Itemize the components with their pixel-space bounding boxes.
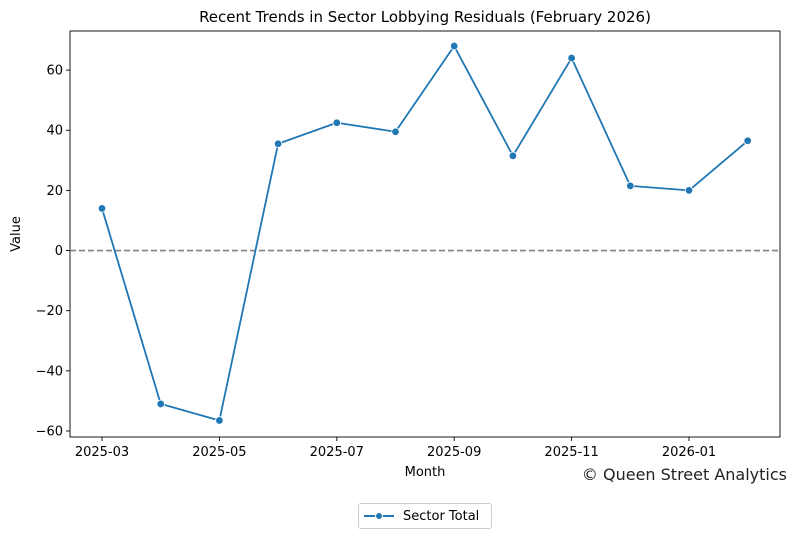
legend-marker (364, 510, 394, 522)
x-tick-label: 2025-05 (192, 445, 246, 460)
data-point (684, 186, 694, 195)
x-tick-label: 2025-09 (427, 445, 481, 460)
y-axis-label: Value (9, 216, 24, 252)
y-tick-label: −60 (36, 424, 63, 439)
credit-watermark: © Queen Street Analytics (581, 465, 787, 484)
data-point (567, 53, 576, 63)
legend: Sector Total (358, 503, 492, 529)
y-tick-label: 60 (46, 64, 63, 79)
x-axis-label: Month (405, 465, 446, 480)
data-point (273, 139, 283, 148)
x-tick-label: 2026-01 (662, 445, 716, 460)
data-point (508, 151, 518, 161)
data-point (626, 181, 635, 191)
series-line (101, 45, 749, 422)
x-tick-label: 2025-03 (75, 445, 129, 460)
x-tick-label: 2025-11 (544, 445, 598, 460)
series-group (97, 41, 752, 425)
axes: −60 −40 −20 0 20 40 60 2025-03 2025-05 2025-07 202… (36, 30, 781, 460)
chart-title: Recent Trends in Sector Lobbying Residua… (199, 8, 651, 26)
data-point (97, 204, 107, 213)
plot-frame (69, 30, 781, 438)
y-tick-label: 20 (46, 184, 63, 199)
data-point (391, 127, 400, 136)
legend-label: Sector Total (403, 508, 480, 524)
data-point (156, 399, 165, 409)
x-tick-label: 2025-07 (310, 445, 364, 460)
data-point (215, 416, 224, 425)
y-tick-label: 0 (55, 244, 63, 259)
y-tick-label: −20 (36, 304, 63, 319)
data-point (450, 41, 459, 51)
y-tick-label: −40 (36, 364, 63, 379)
data-point (743, 136, 752, 145)
data-point (332, 118, 341, 127)
y-tick-label: 40 (46, 124, 63, 139)
